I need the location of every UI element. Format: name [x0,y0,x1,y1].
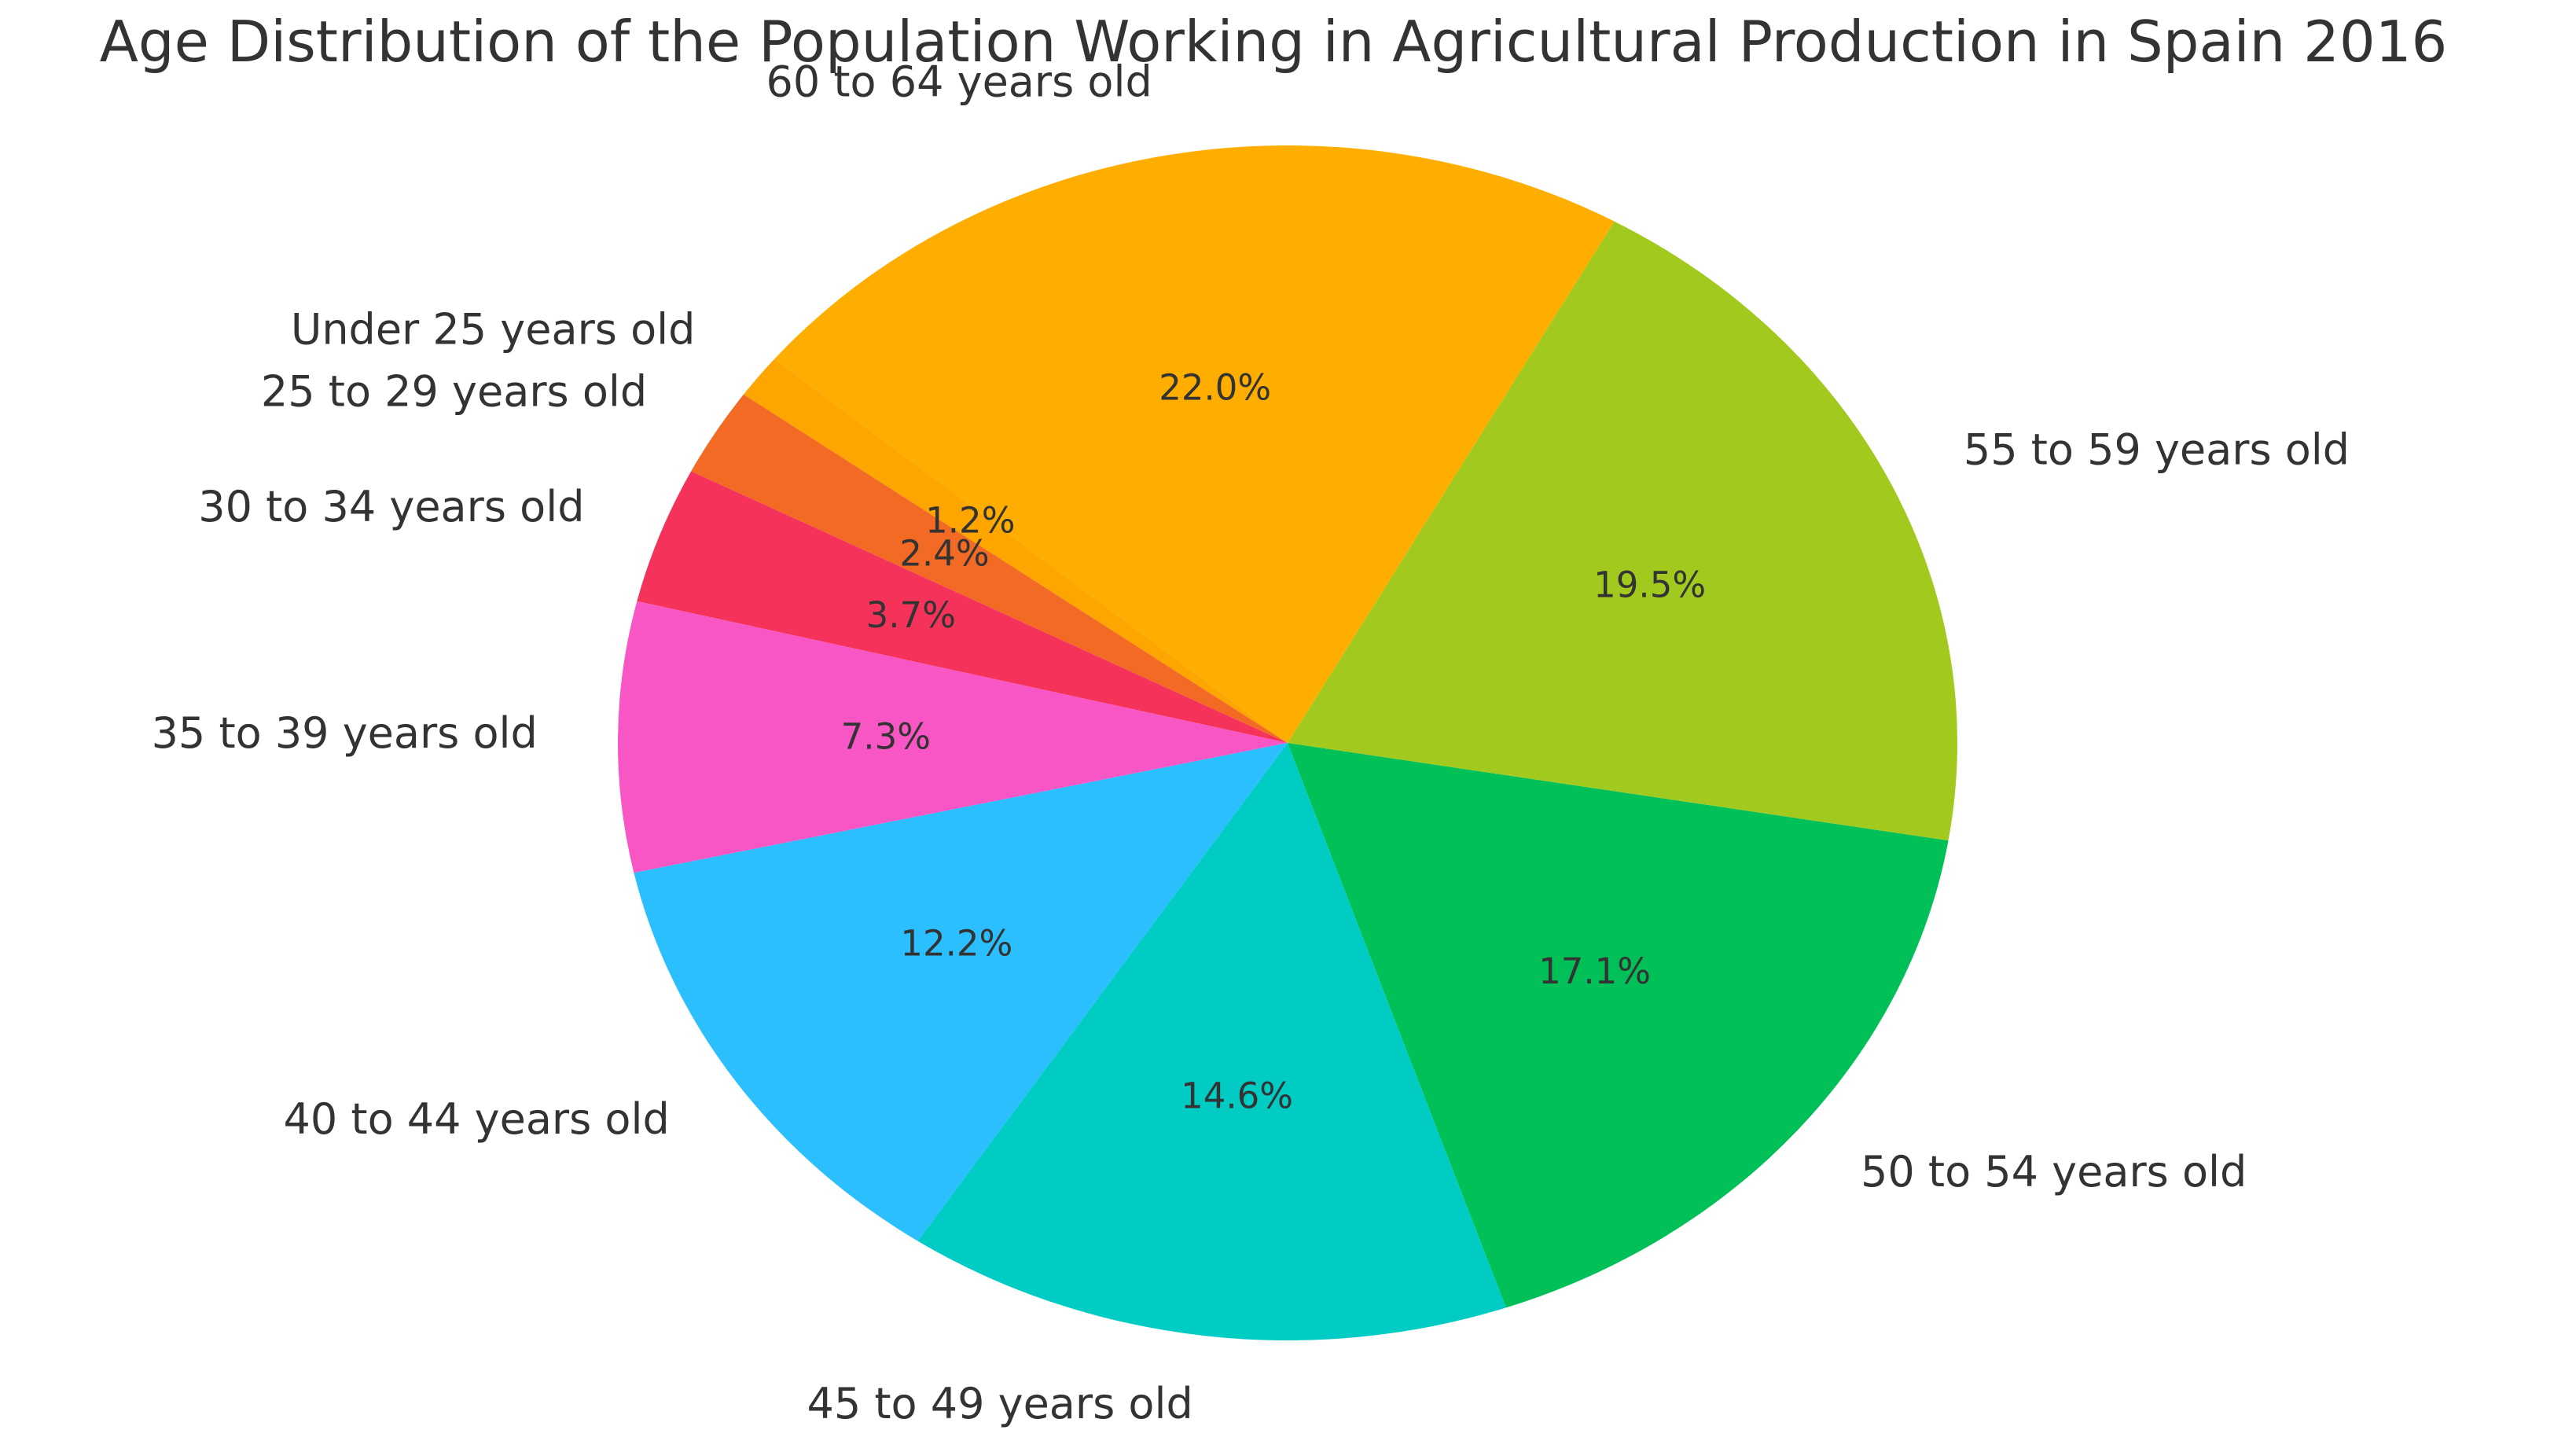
percent-label-30-to-34-years-old: 3.7% [866,594,956,636]
category-label-45-to-49-years-old: 45 to 49 years old [807,1379,1193,1428]
percent-label-40-to-44-years-old: 12.2% [900,922,1012,964]
pie-slices [618,145,1957,1340]
slice-35-to-39-years-old [618,601,1288,873]
slice-55-to-59-years-old [1288,221,1957,841]
percent-label-50-to-54-years-old: 17.1% [1538,950,1651,992]
percent-labels: 1.2%2.4% 3.7% 7.3% 12.2% 14.6% 17.1% 19.5% 22.0… [841,366,1706,1116]
category-label-60-to-64-years-old: 60 to 64 years old [766,57,1152,106]
slice-45-to-49-years-old [917,743,1506,1340]
slice-40-to-44-years-old [634,743,1288,1241]
category-label-40-to-44-years-old: 40 to 44 years old [284,1094,670,1144]
percent-label-35-to-39-years-old: 7.3% [841,715,931,757]
percent-label-45-to-49-years-old: 14.6% [1181,1075,1293,1116]
percent-label-25-to-29-years-old: 2.4% [899,533,989,575]
slice-60-to-64-years-old [774,145,1615,743]
slice-30-to-34-years-old [637,471,1288,743]
percent-label-55-to-59-years-old: 19.5% [1593,564,1706,605]
slice-25-to-29-years-old [691,394,1288,743]
category-label-55-to-59-years-old: 55 to 59 years old [1964,425,2350,475]
category-label-30-to-34-years-old: 30 to 34 years old [198,482,584,531]
category-label-35-to-39-years-old: 35 to 39 years old [152,708,538,758]
slice-under-25-years-old [743,358,1288,743]
percent-label-under-25-years-old: 1.2% [925,499,1015,541]
chart-title: Age Distribution of the Population Worki… [100,9,2448,75]
percent-label-60-to-64-years-old: 22.0% [1159,366,1271,408]
category-label-25-to-29-years-old: 25 to 29 years old [261,367,647,417]
category-label-under-25-years-old: Under 25 years old [291,304,696,354]
slice-50-to-54-years-old [1288,743,1949,1308]
category-label-50-to-54-years-old: 50 to 54 years old [1861,1147,2247,1197]
category-labels: Under 25 years old 25 to 29 years old 30 t… [152,57,2350,1428]
